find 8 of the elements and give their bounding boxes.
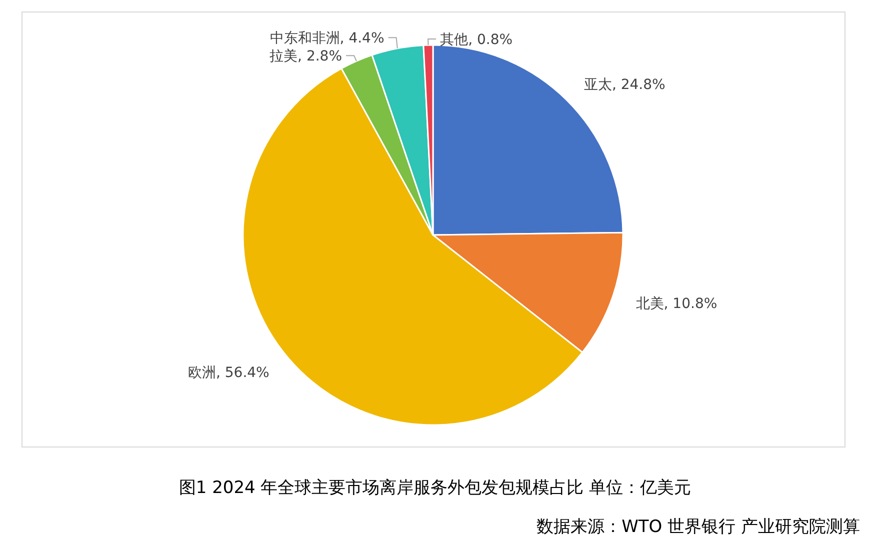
slice-label: 亚太, 24.8% bbox=[584, 77, 666, 94]
slice-label: 中东和非洲, 4.4% bbox=[270, 30, 384, 47]
source-note: 数据来源：WTO 世界银行 产业研究院测算 bbox=[536, 517, 860, 537]
slice-label: 拉美, 2.8% bbox=[270, 48, 342, 65]
slice-label: 欧洲, 56.4% bbox=[188, 365, 270, 382]
text: 图1 2024 年全球主要市场离岸服务外包发包规模占比 单位：亿美元 bbox=[178, 478, 692, 498]
slice-label: 其他, 0.8% bbox=[440, 32, 513, 48]
slice-label: 北美, 10.8% bbox=[636, 296, 718, 312]
